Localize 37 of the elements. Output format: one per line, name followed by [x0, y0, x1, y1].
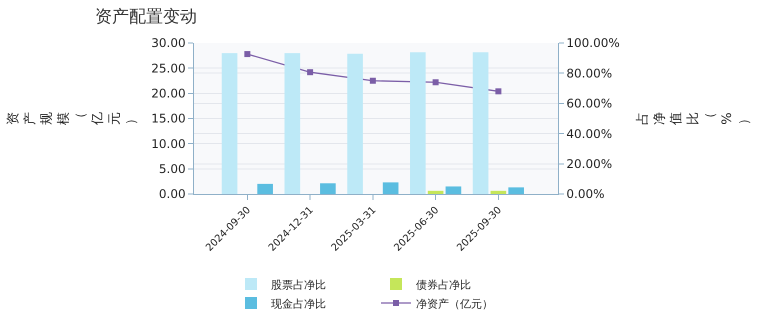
bar [222, 53, 238, 194]
legend-label: 债券占净比 [416, 278, 471, 292]
point [307, 69, 314, 76]
point [495, 88, 502, 94]
chart-title: 资产配置变动 [95, 6, 197, 27]
legend-label: 现金占净比 [271, 297, 326, 310]
point [432, 79, 439, 86]
y-tick-label: 20.00 [151, 86, 186, 101]
y-tick-label: 0.00 [158, 187, 186, 202]
bar [320, 183, 336, 194]
y-tick-label: 15.00 [151, 112, 186, 126]
y-tick-label: 30.00 [151, 36, 186, 50]
legend-label: 股票占净比 [271, 278, 326, 292]
bar [446, 186, 462, 194]
y2-tick-label: 100.00% [566, 36, 620, 50]
point [370, 78, 376, 84]
bar [284, 53, 300, 194]
y2-tick-label: 0.00% [566, 187, 605, 202]
bar [428, 190, 444, 194]
y2-tick-label: 60.00% [566, 96, 612, 111]
legend-label: 净资产（亿元） [416, 297, 493, 310]
y2-axis-title: 占净值比（%） [635, 112, 752, 125]
y-tick-label: 10.00 [151, 136, 186, 151]
y2-tick-label: 20.00% [566, 157, 612, 171]
bar [257, 184, 273, 194]
y-tick-label: 25.00 [151, 61, 186, 76]
bar [472, 52, 488, 194]
bar [508, 187, 524, 194]
bar [490, 190, 506, 194]
y2-tick-label: 80.00% [566, 66, 612, 80]
y-axis-title: 资产规模（亿元） [6, 112, 140, 126]
y2-tick-label: 40.00% [566, 126, 612, 141]
y-tick-label: 5.00 [158, 162, 186, 176]
bar [382, 182, 398, 194]
bar [347, 54, 363, 194]
point [244, 51, 250, 58]
bar [410, 52, 426, 194]
